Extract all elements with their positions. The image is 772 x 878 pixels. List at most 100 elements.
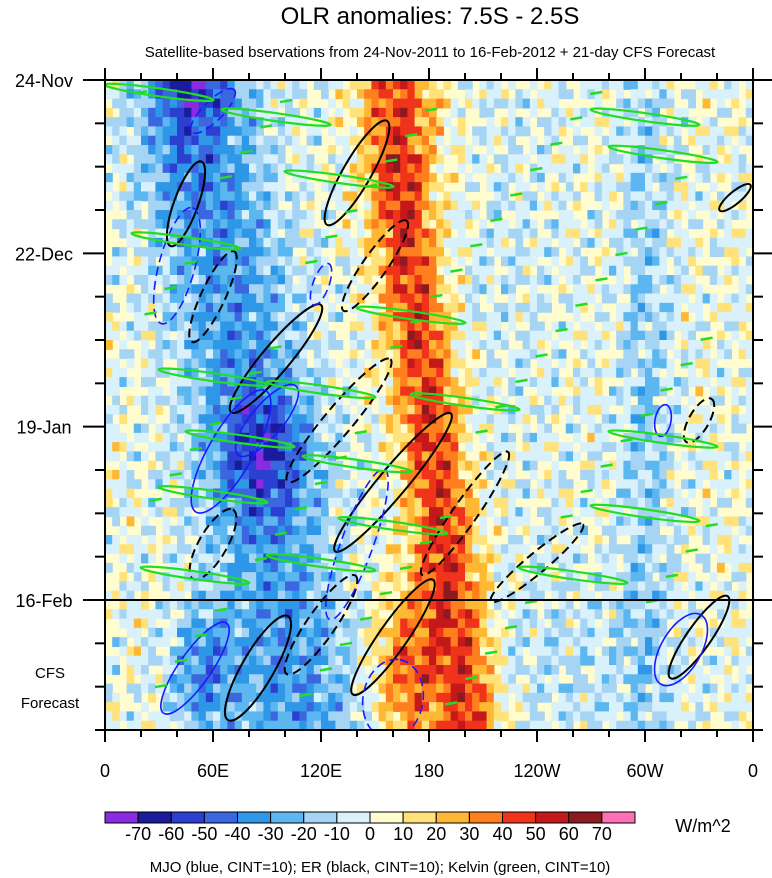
olr-cell — [472, 163, 480, 174]
olr-cell — [227, 702, 236, 713]
olr-cell — [227, 646, 236, 657]
olr-cell — [486, 609, 495, 620]
olr-cell — [328, 117, 336, 128]
olr-cell — [169, 405, 178, 415]
olr-cell — [630, 581, 639, 592]
olr-cell — [666, 488, 675, 499]
olr-cell — [220, 497, 228, 508]
olr-cell — [573, 627, 581, 638]
olr-cell — [241, 163, 250, 174]
olr-cell — [709, 414, 718, 425]
olr-cell — [709, 135, 718, 146]
olr-cell — [141, 516, 149, 527]
olr-cell — [522, 302, 531, 313]
olr-cell — [623, 544, 632, 555]
olr-cell — [256, 98, 264, 109]
olr-cell — [529, 470, 538, 480]
olr-cell — [407, 237, 416, 248]
olr-cell — [349, 618, 358, 629]
olr-cell — [191, 247, 200, 258]
olr-cell — [695, 340, 704, 350]
olr-cell — [105, 358, 113, 369]
olr-cell — [515, 349, 524, 360]
olr-cell — [457, 330, 466, 341]
olr-cell — [349, 210, 358, 220]
olr-cell — [544, 275, 552, 285]
olr-cell — [436, 210, 444, 220]
olr-cell — [443, 200, 452, 211]
olr-cell — [321, 535, 329, 545]
olr-cell — [645, 228, 653, 239]
olr-cell — [429, 312, 437, 323]
olr-cell — [342, 590, 351, 601]
olr-cell — [695, 386, 704, 397]
olr-cell — [105, 665, 113, 675]
olr-cell — [515, 590, 524, 601]
olr-cell — [637, 618, 646, 629]
olr-cell — [551, 98, 560, 109]
olr-cell — [673, 210, 682, 220]
olr-cell — [270, 544, 279, 555]
olr-cell — [673, 321, 682, 332]
olr-cell — [659, 191, 668, 202]
olr-cell — [364, 414, 372, 425]
olr-cell — [126, 302, 135, 313]
olr-cell — [169, 479, 178, 490]
olr-cell — [119, 470, 128, 480]
olr-cell — [731, 470, 740, 480]
olr-cell — [321, 674, 329, 685]
olr-cell — [141, 256, 149, 267]
olr-cell — [285, 107, 293, 118]
olr-cell — [349, 544, 358, 555]
olr-cell — [681, 117, 689, 128]
olr-cell — [112, 126, 120, 137]
olr-cell — [508, 80, 516, 90]
olr-cell — [342, 191, 351, 202]
olr-cell — [630, 562, 639, 573]
olr-cell — [724, 107, 732, 118]
olr-cell — [479, 525, 488, 536]
olr-cell — [407, 163, 416, 174]
olr-cell — [184, 358, 192, 369]
olr-cell — [299, 460, 308, 471]
olr-cell — [551, 228, 560, 239]
olr-cell — [587, 655, 596, 666]
olr-cell — [241, 711, 250, 722]
olr-cell — [623, 600, 632, 610]
olr-cell — [249, 219, 257, 230]
olr-cell — [472, 284, 480, 295]
olr-cell — [450, 516, 459, 527]
olr-cell — [306, 637, 315, 648]
olr-cell — [184, 321, 192, 332]
olr-cell — [191, 497, 200, 508]
olr-cell — [220, 423, 228, 434]
olr-cell — [148, 655, 156, 666]
olr-cell — [357, 367, 365, 378]
olr-cell — [321, 89, 329, 100]
olr-cell — [357, 219, 365, 230]
olr-cell — [558, 163, 567, 174]
olr-cell — [637, 460, 646, 471]
olr-cell — [630, 340, 639, 350]
olr-cell — [227, 432, 236, 443]
olr-cell — [299, 330, 308, 341]
olr-cell — [285, 655, 293, 666]
olr-cell — [450, 702, 459, 713]
olr-cell — [155, 609, 164, 620]
olr-cell — [299, 98, 308, 109]
olr-cell — [695, 80, 704, 90]
olr-cell — [205, 117, 214, 128]
olr-cell — [414, 237, 423, 248]
olr-cell — [486, 349, 495, 360]
olr-cell — [177, 665, 185, 675]
olr-cell — [234, 618, 243, 629]
olr-cell — [407, 702, 416, 713]
olr-cell — [385, 293, 394, 304]
olr-cell — [227, 256, 236, 267]
olr-cell — [285, 432, 293, 443]
olr-cell — [155, 107, 164, 118]
olr-cell — [681, 265, 689, 276]
olr-cell — [472, 275, 480, 285]
olr-cell — [126, 488, 135, 499]
olr-cell — [277, 488, 286, 499]
